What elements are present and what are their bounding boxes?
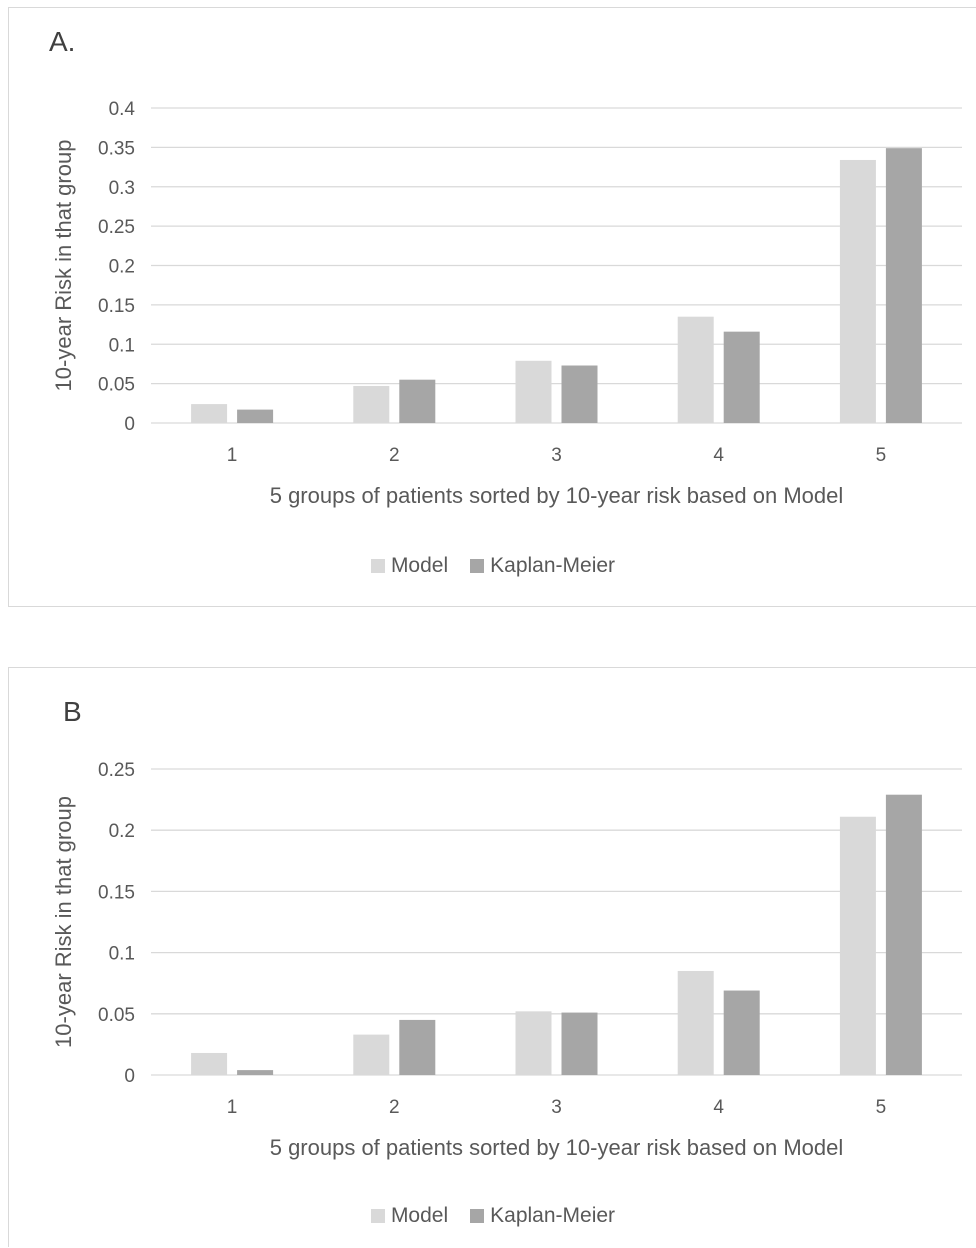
y-tick-label-b: 0 <box>124 1066 135 1087</box>
legend-label-model-b: Model <box>390 1204 449 1227</box>
y-tick-label-a: 0.1 <box>109 335 135 356</box>
legend-item-km-b: Kaplan-Meier <box>470 1204 615 1228</box>
x-axis-title-b: 5 groups of patients sorted by 10-year r… <box>270 1135 844 1160</box>
x-tick-label-a: 4 <box>713 445 724 466</box>
bar-kaplan-meier-5-b <box>885 794 922 1075</box>
x-tick-label-b: 2 <box>389 1097 400 1118</box>
bar-kaplan-meier-2-b <box>399 1019 436 1075</box>
chart-a-svg: 0 0.05 0.1 0.15 0.2 0.25 0.3 0.35 0.4 1 2 3 4 5 5 grou… <box>51 99 962 508</box>
y-tick-label-a: 0 <box>124 414 135 435</box>
bar-model-3-a <box>515 360 552 423</box>
x-tick-label-a: 1 <box>227 445 238 466</box>
y-tick-label-b: 0.15 <box>98 882 135 903</box>
legend-b: Model Kaplan-Meier <box>9 1204 976 1228</box>
panel-label-b: B <box>63 696 82 727</box>
y-tick-label-a: 0.4 <box>109 99 136 120</box>
bar-kaplan-meier-3-b <box>561 1012 598 1075</box>
y-tick-label-a: 0.2 <box>109 257 135 278</box>
bar-kaplan-meier-2-a <box>399 379 436 423</box>
x-tick-label-b: 5 <box>876 1097 887 1118</box>
bar-model-4-b <box>677 970 714 1075</box>
y-tick-label-a: 0.35 <box>98 138 135 159</box>
bar-model-5-b <box>839 816 876 1075</box>
x-axis-title-a: 5 groups of patients sorted by 10-year r… <box>270 483 844 508</box>
y-tick-label-b: 0.05 <box>98 1005 135 1026</box>
y-tick-label-b: 0.1 <box>109 944 135 965</box>
panel-label-a: A. <box>49 26 76 57</box>
bar-kaplan-meier-4-b <box>723 990 760 1075</box>
y-tick-label-a: 0.05 <box>98 375 135 396</box>
bar-kaplan-meier-4-a <box>723 331 760 423</box>
y-tick-label-a: 0.25 <box>98 217 135 238</box>
bar-model-1-a <box>191 404 228 423</box>
y-tick-label-a: 0.15 <box>98 296 135 317</box>
bar-model-2-b <box>353 1034 390 1075</box>
x-tick-label-a: 5 <box>876 445 887 466</box>
chart-b-svg: 0 0.05 0.1 0.15 0.2 0.25 1 2 3 4 5 5 groups of pati… <box>51 760 962 1160</box>
legend-swatch-km-a <box>470 559 485 573</box>
bar-model-3-b <box>515 1011 552 1075</box>
x-tick-label-b: 3 <box>551 1097 562 1118</box>
x-tick-label-a: 3 <box>551 445 562 466</box>
legend-label-km-b: Kaplan-Meier <box>490 1204 616 1227</box>
legend-item-km-a: Kaplan-Meier <box>470 554 615 578</box>
chart-panel-b: B 0 0.05 0.1 0.15 0.2 0.25 1 2 3 4 5 5 groups of pa… <box>8 667 976 1247</box>
bar-kaplan-meier-5-a <box>885 148 922 423</box>
legend-swatch-model-a <box>370 559 385 573</box>
bar-kaplan-meier-3-a <box>561 365 598 423</box>
legend-swatch-model-b <box>370 1209 385 1223</box>
legend-a: Model Kaplan-Meier <box>9 554 976 578</box>
bar-model-4-a <box>677 316 714 423</box>
bar-kaplan-meier-1-b <box>237 1070 274 1075</box>
y-axis-title-a: 10-year Risk in that group <box>51 140 76 392</box>
bar-model-5-a <box>839 159 876 423</box>
y-axis-title-b: 10-year Risk in that group <box>51 796 76 1048</box>
legend-item-model-b: Model <box>370 1204 449 1228</box>
legend-item-model-a: Model <box>370 554 449 578</box>
legend-swatch-km-b <box>470 1209 485 1223</box>
y-tick-label-b: 0.25 <box>98 760 135 781</box>
x-tick-label-b: 1 <box>227 1097 238 1118</box>
y-tick-label-a: 0.3 <box>109 178 135 199</box>
legend-label-model-a: Model <box>390 554 449 577</box>
bar-kaplan-meier-1-a <box>237 409 274 423</box>
y-tick-label-b: 0.2 <box>109 821 135 842</box>
bar-model-2-a <box>353 385 390 423</box>
bar-model-1-b <box>191 1052 228 1075</box>
x-tick-label-a: 2 <box>389 445 400 466</box>
legend-label-km-a: Kaplan-Meier <box>490 554 616 577</box>
chart-panel-a: A. 0 0.05 0.1 0.15 0.2 0.25 0.3 0.35 0.4 1 2 3 4 5 5 g… <box>8 7 976 607</box>
x-tick-label-b: 4 <box>713 1097 724 1118</box>
